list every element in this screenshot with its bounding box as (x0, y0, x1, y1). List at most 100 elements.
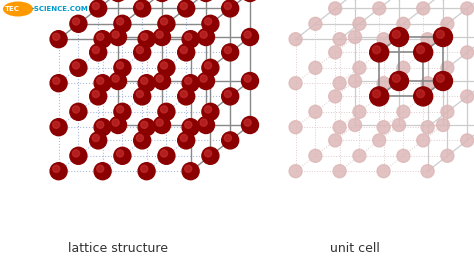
Circle shape (90, 0, 107, 17)
Circle shape (289, 121, 302, 134)
Circle shape (421, 121, 434, 134)
Circle shape (241, 0, 258, 2)
Circle shape (73, 106, 80, 113)
Circle shape (437, 30, 444, 38)
Circle shape (224, 47, 231, 53)
Circle shape (114, 59, 131, 76)
Circle shape (136, 90, 144, 98)
Circle shape (112, 119, 119, 126)
Circle shape (200, 119, 207, 126)
Circle shape (112, 31, 119, 38)
Circle shape (333, 165, 346, 178)
Circle shape (53, 77, 60, 84)
Circle shape (373, 2, 386, 15)
Circle shape (392, 30, 401, 38)
Circle shape (377, 165, 390, 178)
Circle shape (373, 90, 381, 98)
Circle shape (53, 165, 60, 172)
Circle shape (241, 73, 258, 89)
Circle shape (114, 103, 131, 120)
Circle shape (90, 88, 107, 105)
Circle shape (94, 75, 111, 92)
Circle shape (370, 43, 389, 62)
Circle shape (90, 44, 107, 61)
Circle shape (417, 134, 430, 147)
Ellipse shape (3, 2, 33, 16)
Circle shape (114, 147, 131, 164)
Circle shape (204, 18, 211, 25)
Circle shape (73, 62, 80, 69)
Circle shape (328, 134, 342, 147)
Circle shape (421, 33, 434, 46)
Circle shape (333, 33, 346, 46)
Circle shape (134, 88, 151, 105)
Circle shape (182, 31, 199, 48)
Circle shape (50, 31, 67, 48)
Circle shape (182, 163, 199, 180)
Circle shape (97, 33, 104, 40)
Circle shape (109, 0, 127, 2)
Circle shape (94, 163, 111, 180)
Circle shape (202, 59, 219, 76)
Circle shape (154, 0, 171, 2)
Circle shape (414, 87, 433, 106)
Circle shape (97, 121, 104, 128)
Circle shape (141, 121, 148, 128)
Circle shape (117, 18, 124, 25)
Circle shape (224, 134, 231, 142)
Circle shape (154, 117, 171, 134)
Circle shape (244, 31, 251, 38)
Circle shape (138, 119, 155, 136)
Circle shape (437, 74, 444, 82)
Circle shape (92, 47, 100, 53)
Circle shape (198, 28, 215, 45)
Circle shape (204, 106, 211, 113)
Circle shape (414, 43, 433, 62)
Circle shape (185, 165, 192, 172)
Circle shape (198, 0, 215, 2)
Circle shape (136, 2, 144, 10)
Circle shape (390, 72, 409, 90)
Circle shape (70, 103, 87, 120)
Circle shape (198, 73, 215, 89)
Circle shape (134, 0, 151, 17)
Circle shape (353, 149, 366, 162)
Circle shape (138, 163, 155, 180)
Circle shape (94, 31, 111, 48)
Circle shape (136, 134, 144, 142)
Circle shape (154, 28, 171, 45)
Circle shape (156, 31, 163, 38)
Circle shape (182, 119, 199, 136)
Circle shape (397, 149, 410, 162)
Circle shape (180, 47, 187, 53)
Circle shape (134, 44, 151, 61)
Circle shape (53, 121, 60, 128)
Circle shape (117, 62, 124, 69)
Circle shape (377, 121, 390, 134)
Circle shape (112, 75, 119, 82)
Circle shape (309, 149, 322, 162)
Circle shape (90, 132, 107, 149)
Circle shape (158, 103, 175, 120)
Circle shape (441, 17, 454, 30)
Circle shape (353, 17, 366, 30)
Circle shape (156, 119, 163, 126)
Circle shape (138, 31, 155, 48)
Text: unit cell: unit cell (330, 242, 380, 255)
Circle shape (328, 90, 342, 103)
Circle shape (92, 134, 100, 142)
Circle shape (50, 75, 67, 92)
Circle shape (392, 118, 405, 131)
Circle shape (348, 118, 362, 131)
Text: -SCIENCE.COM: -SCIENCE.COM (32, 6, 89, 12)
Circle shape (161, 62, 168, 69)
Circle shape (222, 0, 239, 17)
Circle shape (109, 28, 127, 45)
Circle shape (241, 28, 258, 45)
Circle shape (441, 149, 454, 162)
Circle shape (156, 75, 163, 82)
Circle shape (373, 46, 381, 54)
Circle shape (222, 132, 239, 149)
Circle shape (136, 47, 144, 53)
Circle shape (241, 117, 258, 134)
